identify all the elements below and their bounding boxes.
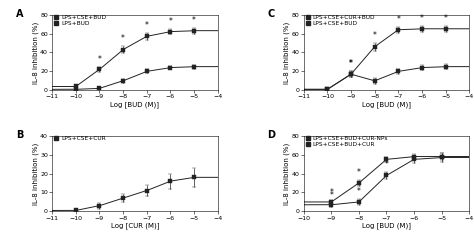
Y-axis label: IL-8 inhibition (%): IL-8 inhibition (%) xyxy=(32,142,39,205)
Text: A: A xyxy=(16,9,23,18)
Text: C: C xyxy=(267,9,274,18)
X-axis label: Log [CUR (M)]: Log [CUR (M)] xyxy=(110,222,159,229)
Legend: LPS+CSE+CUR: LPS+CSE+CUR xyxy=(53,136,106,141)
X-axis label: Log [BUD (M)]: Log [BUD (M)] xyxy=(362,222,411,229)
Text: D: D xyxy=(267,130,275,140)
Text: *: * xyxy=(145,20,149,30)
Text: *: * xyxy=(98,55,101,64)
Text: *: * xyxy=(420,14,424,23)
Text: *: * xyxy=(192,16,196,25)
Legend: LPS+CSE+CUR+BUD, LPS+CSE+BUD: LPS+CSE+CUR+BUD, LPS+CSE+BUD xyxy=(304,15,375,26)
Y-axis label: IL-8 inhibition (%): IL-8 inhibition (%) xyxy=(32,21,39,84)
Text: *: * xyxy=(121,34,125,43)
Text: *: * xyxy=(349,59,353,68)
Text: *: * xyxy=(168,17,173,26)
Legend: LPS+CSE+BUD+CUR-NPs, LPS+CSE+BUD+CUR: LPS+CSE+BUD+CUR-NPs, LPS+CSE+BUD+CUR xyxy=(304,136,388,147)
X-axis label: Log [BUD (M)]: Log [BUD (M)] xyxy=(110,101,159,108)
X-axis label: Log [BUD (M)]: Log [BUD (M)] xyxy=(362,101,411,108)
Y-axis label: IL-8 inhibition (%): IL-8 inhibition (%) xyxy=(284,142,290,205)
Text: *: * xyxy=(329,191,333,200)
Text: *: * xyxy=(396,15,400,24)
Text: B: B xyxy=(16,130,23,140)
Text: *: * xyxy=(373,31,377,40)
Text: *: * xyxy=(444,14,447,23)
Text: *: * xyxy=(357,168,361,177)
Text: *: * xyxy=(357,187,361,196)
Text: *: * xyxy=(329,188,333,197)
Text: *: * xyxy=(384,160,388,169)
Y-axis label: IL-8 inhibition (%): IL-8 inhibition (%) xyxy=(284,21,290,84)
Legend: LPS+CSE+BUD, LPS+BUD: LPS+CSE+BUD, LPS+BUD xyxy=(53,15,106,26)
Text: *: * xyxy=(349,59,353,68)
